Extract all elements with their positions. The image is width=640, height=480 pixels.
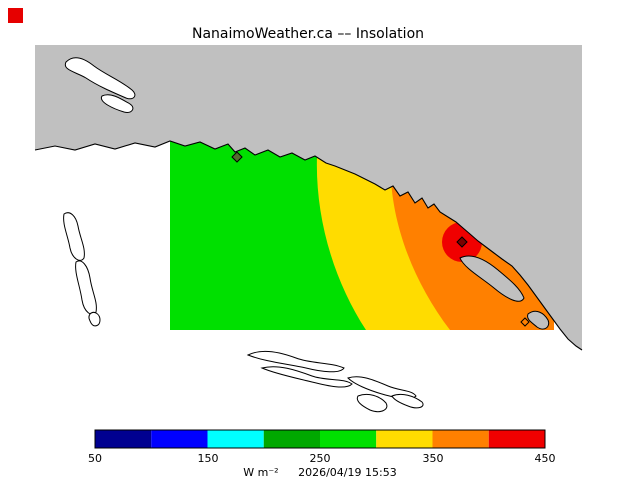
colorbar-segment — [432, 430, 489, 448]
colorbar-tick-label: 150 — [198, 452, 219, 465]
footer-caption: W m⁻² 2026/04/19 15:53 — [243, 466, 396, 479]
colorbar-tick-label: 450 — [535, 452, 556, 465]
field-green-region — [170, 140, 366, 330]
colorbar-segment — [376, 430, 433, 448]
station-marker-open-diamond — [520, 317, 530, 327]
colorbar-tick-label: 250 — [310, 452, 331, 465]
island — [246, 350, 345, 373]
lake — [100, 94, 134, 113]
mainland-landmass — [35, 45, 582, 350]
lake — [64, 57, 136, 100]
island — [260, 366, 353, 388]
corner-marker-square — [8, 8, 23, 23]
colorbar-segment — [320, 430, 377, 448]
island — [88, 311, 101, 327]
colorbar-outline — [94, 429, 546, 449]
colorbar-tick-label: 350 — [423, 452, 444, 465]
colorbar-segment — [263, 430, 320, 448]
colorbar: 50 150 250 350 450 — [88, 429, 556, 465]
island — [347, 376, 417, 400]
bottom-island-chain — [246, 350, 424, 413]
left-island-chain — [63, 212, 101, 327]
colorbar-segment — [207, 430, 264, 448]
station-markers — [231, 151, 530, 327]
land-masses — [34, 45, 583, 351]
units-label: W m⁻² — [243, 466, 278, 479]
colorbar-segment — [95, 430, 152, 448]
colorbar-segment — [488, 430, 545, 448]
coastline — [34, 140, 583, 351]
island — [391, 393, 424, 409]
station-marker-hotspot-diamond — [456, 236, 468, 248]
island — [75, 260, 97, 315]
island — [459, 255, 525, 302]
station-marker-coast-diamond — [231, 151, 243, 163]
island — [527, 310, 550, 330]
island — [63, 212, 85, 261]
page-title: NanaimoWeather.ca –– Insolation — [192, 26, 424, 42]
colorbar-segment — [151, 430, 208, 448]
colorbar-tick-label: 50 — [88, 452, 102, 465]
island — [356, 393, 388, 413]
timestamp-label: 2026/04/19 15:53 — [298, 466, 397, 479]
